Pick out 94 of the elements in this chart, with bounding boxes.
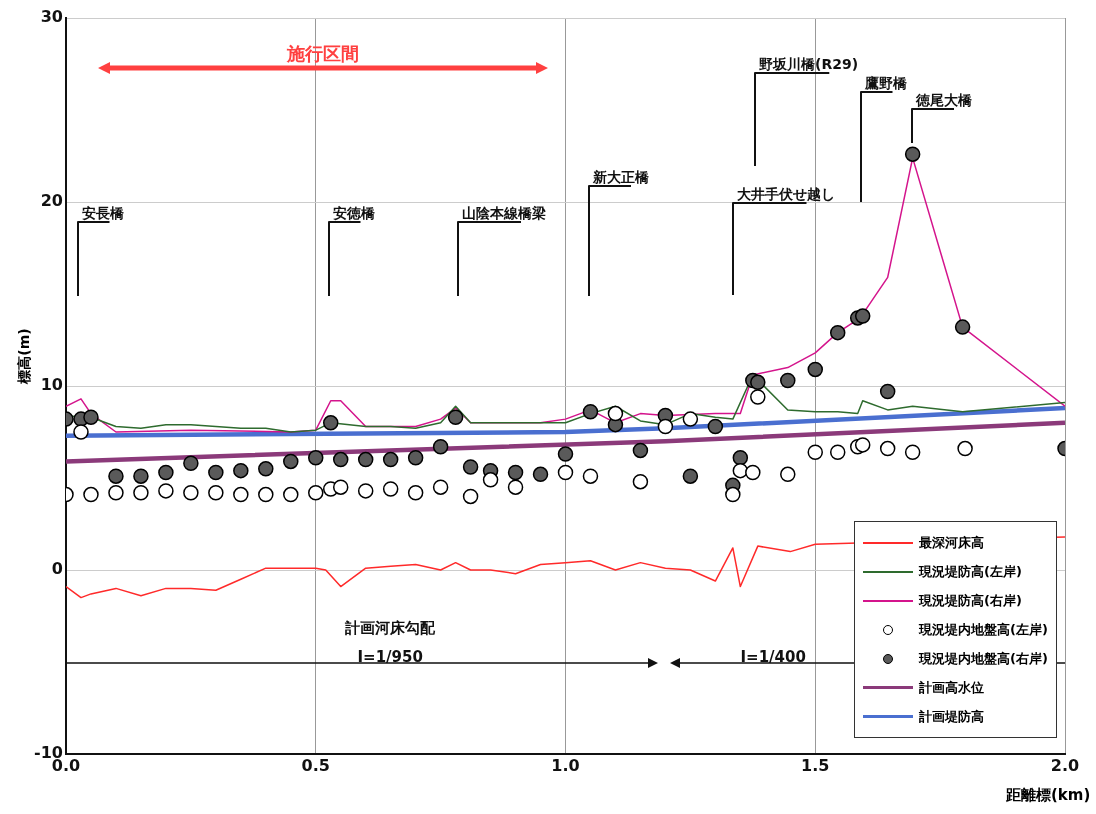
point [904,444,921,460]
point [407,450,424,466]
point [879,383,896,400]
point [657,418,674,435]
legend-label: 現況堤防高(右岸) [919,591,1022,610]
point [108,468,124,484]
point [957,440,973,457]
point [780,372,796,389]
y-axis-title: 標高(m) [15,328,33,384]
point [462,488,479,505]
legend-label: 現況堤防高(左岸) [919,562,1022,581]
point [258,461,274,477]
point [183,484,199,501]
x-tick-label: 0.5 [301,755,330,775]
annotation: 野坂川橋(R29) [759,55,859,72]
x-axis-title: 距離標(km) [1006,786,1091,805]
point [447,409,464,426]
legend-label: 計画高水位 [919,678,984,697]
point [432,438,449,455]
point [557,464,574,481]
point [482,472,499,488]
point [854,437,871,453]
x-tick-label: 2.0 [1050,755,1080,775]
annotation: 新大正橋 [592,168,650,185]
point [233,462,249,479]
point [532,466,549,483]
point [332,479,349,495]
point [233,486,249,503]
legend-label: 現況堤内地盤高(右岸) [919,649,1048,668]
point [432,479,449,495]
point [208,484,224,501]
point [83,409,99,426]
point [158,464,174,481]
point [582,404,599,420]
point [750,389,766,405]
point [829,444,846,460]
point [158,483,174,499]
legend-label: 計画堤防高 [919,707,984,726]
point [308,484,324,501]
y-tick-label: 20 [40,191,63,211]
point [283,486,299,503]
annotation: 山陰本線橋梁 [462,204,546,221]
point [407,484,424,501]
point [780,466,796,483]
point [332,451,349,468]
annotation: 安長橋 [82,204,125,221]
point [745,464,761,481]
annotation: 計画河床勾配 [345,618,435,638]
point [632,473,649,490]
y-tick-label: 10 [40,375,63,395]
point [682,411,699,427]
point [954,319,971,335]
point [854,308,871,324]
point [807,444,823,460]
point [682,468,699,484]
annotation: 施行区間 [287,42,359,66]
x-tick-label: 1.5 [801,755,830,775]
point [308,450,324,466]
point [904,146,921,162]
point [632,442,649,459]
point [829,324,846,341]
point [557,446,574,462]
point [73,424,89,440]
point [462,459,479,475]
y-tick-label: 30 [40,7,63,27]
legend-label: 最深河床高 [919,533,984,552]
point [879,440,896,457]
point [707,418,724,435]
annotation: I=1/400 [740,648,806,666]
point [382,451,399,468]
annotation: 徳尾大橋 [915,91,973,108]
point [208,464,224,481]
annotation: 大井手伏せ越し [737,185,835,202]
point [108,484,124,501]
point [322,415,339,431]
point [133,468,149,484]
point [750,374,766,391]
y-tick-label: 0 [51,559,63,579]
point [582,468,599,484]
annotation: I=1/950 [357,648,423,666]
x-tick-label: 1.0 [551,755,580,775]
annotation: 鷹野橋 [864,74,908,91]
point [807,361,823,378]
point [732,450,749,466]
legend-label: 現況堤内地盤高(左岸) [919,620,1048,639]
point [507,464,524,481]
point [283,453,299,470]
point [258,486,274,503]
point [133,484,149,501]
point [357,451,374,468]
point [725,486,741,503]
annotation: 安徳橋 [333,204,376,221]
point [607,405,624,422]
point [183,455,199,472]
